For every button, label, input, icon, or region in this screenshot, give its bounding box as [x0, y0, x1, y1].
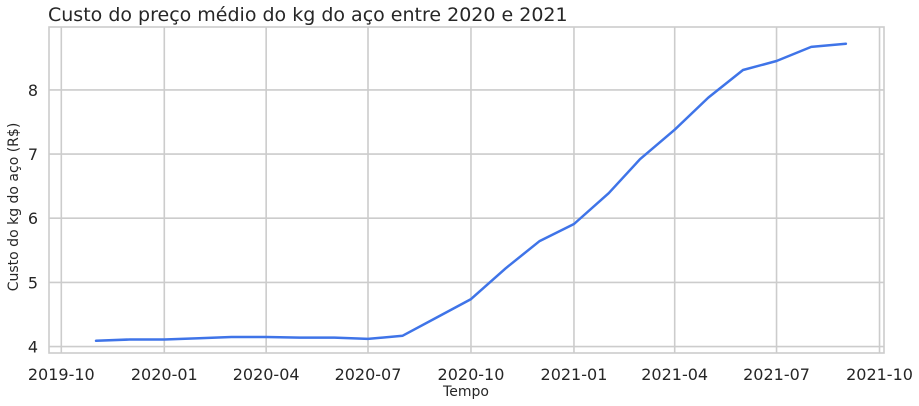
plot-frame	[48, 26, 885, 354]
x-tick-label: 2021-01	[541, 365, 608, 384]
grid-lines	[49, 27, 884, 353]
x-tick-label: 2020-04	[233, 365, 300, 384]
x-tick-label: 2021-07	[743, 365, 810, 384]
series-layer	[94, 42, 848, 343]
y-tick-label: 6	[28, 209, 38, 228]
x-tick-label: 2020-10	[438, 365, 505, 384]
y-tick-label: 8	[28, 81, 38, 100]
series-line	[94, 42, 848, 343]
y-tick-label: 5	[28, 273, 38, 292]
y-axis-ticks: 4 5 6 7 8	[28, 81, 38, 357]
y-tick-label: 7	[28, 145, 38, 164]
x-axis-label: Tempo	[442, 384, 489, 400]
y-axis-label: Custo do kg do aço (R$)	[6, 123, 22, 292]
x-tick-label: 2020-07	[335, 365, 402, 384]
x-tick-label: 2021-04	[641, 365, 708, 384]
chart-title: Custo do preço médio do kg do aço entre …	[48, 4, 568, 26]
x-tick-label: 2020-01	[131, 365, 198, 384]
y-tick-label: 4	[28, 338, 38, 357]
x-tick-label: 2019-10	[28, 365, 95, 384]
x-tick-label: 2021-10	[846, 365, 913, 384]
x-axis-ticks: 2019-10 2020-01 2020-04 2020-07 2020-10 2021-…	[28, 365, 913, 384]
